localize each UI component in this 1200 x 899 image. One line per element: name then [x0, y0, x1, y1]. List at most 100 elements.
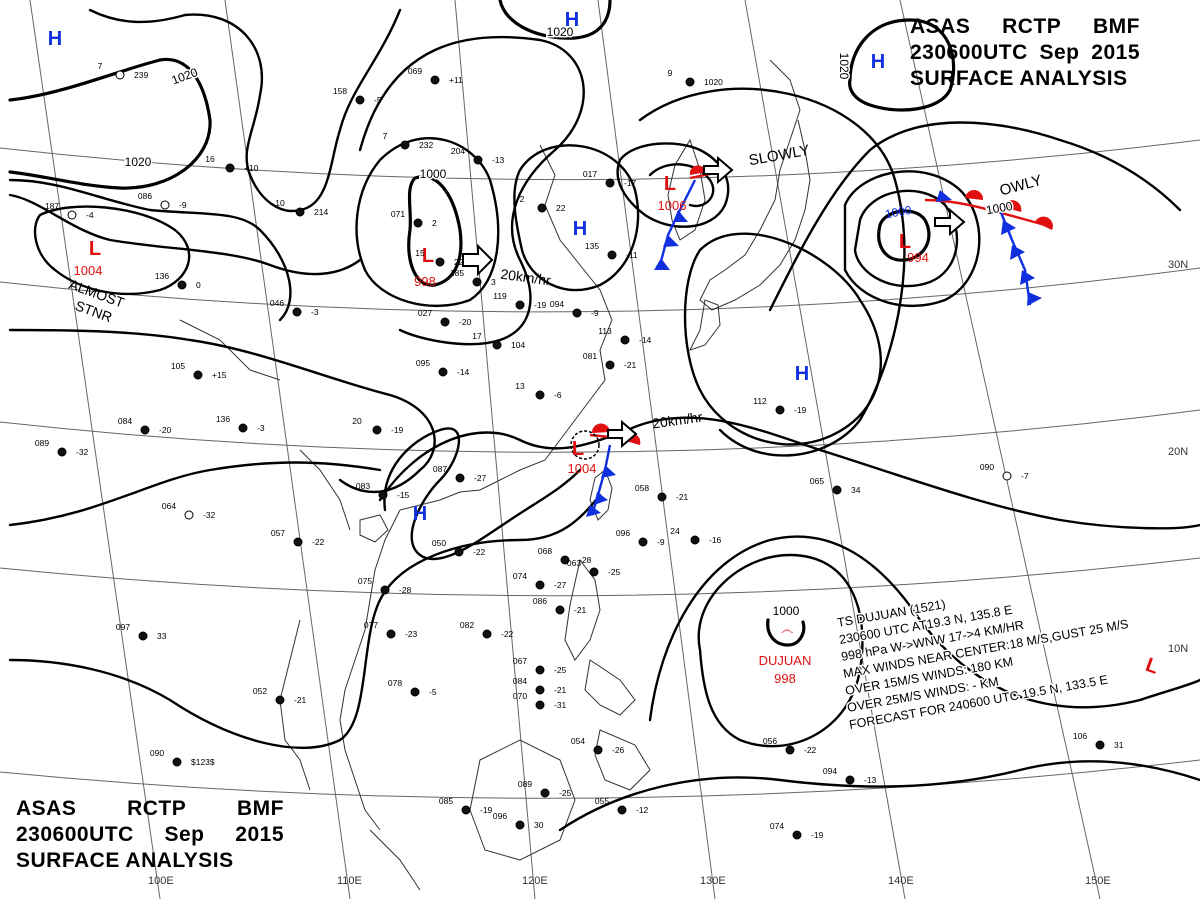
- header-word: ASAS: [16, 797, 77, 820]
- station-temperature: 089: [518, 779, 532, 789]
- coast-korea: [667, 138, 706, 241]
- grid-labels: 30N 20N 10N 100E 110E 120E 130E 140E 150…: [148, 259, 1188, 887]
- station-dot: [492, 340, 502, 350]
- isobar-west-loop: [8, 328, 436, 494]
- station-dot: [184, 510, 194, 520]
- station-temperature: 158: [333, 86, 347, 96]
- isobar-west-low: [33, 205, 191, 296]
- station-pressure: 22: [556, 203, 566, 213]
- station-temperature: 057: [271, 528, 285, 538]
- coast-kyushu: [689, 299, 721, 351]
- station-pressure: -3: [257, 423, 265, 433]
- cold-front-barb: [1001, 220, 1016, 235]
- station-temperature: 119: [493, 291, 507, 301]
- station-temperature: 058: [635, 483, 649, 493]
- low-pressure-symbol: L: [572, 438, 584, 460]
- isobar-south-band: [378, 416, 1200, 530]
- station-dot: [115, 70, 125, 80]
- station-dot: [832, 485, 842, 495]
- station-dot: [355, 95, 365, 105]
- station-pressure: 3: [491, 277, 496, 287]
- movement-speed-mid: 20km/hr: [500, 266, 553, 289]
- station-pressure: -21: [676, 492, 689, 502]
- station-dot: [473, 155, 483, 165]
- coast-luzon: [564, 558, 601, 661]
- station-pressure: -9: [179, 200, 187, 210]
- station-pressure: -21: [574, 605, 587, 615]
- station-pressure: -5: [374, 95, 382, 105]
- low-pressure-value: 1004: [74, 263, 103, 278]
- low-pressure-symbol: L: [422, 245, 434, 267]
- isobar-label: 1000: [985, 199, 1014, 217]
- station-temperature: 050: [432, 538, 446, 548]
- station-temperature: 063: [567, 558, 581, 568]
- station-temperature: 094: [550, 299, 564, 309]
- station-dot: [589, 567, 599, 577]
- typhoon-name: DUJUAN: [759, 653, 812, 668]
- station-pressure: -14: [639, 335, 652, 345]
- station-dot: [482, 629, 492, 639]
- station-pressure: 34: [851, 485, 861, 495]
- header-word: 2015: [235, 823, 284, 846]
- header-word: SURFACE ANALYSIS: [16, 849, 234, 872]
- header-top-right: ASAS RCTP BMF 230600UTC Sep 2015 SURFACE…: [910, 14, 1140, 92]
- station-dot: [605, 178, 615, 188]
- low-pressure-value: 1006: [658, 198, 687, 213]
- station-dot: [605, 360, 615, 370]
- station-dot: [413, 218, 423, 228]
- low-pressure-value: 1004: [568, 461, 597, 476]
- isobar-sw-long: [8, 493, 602, 750]
- station-dot: [454, 547, 464, 557]
- station-temperature: 13: [515, 381, 525, 391]
- station-dot: [515, 820, 525, 830]
- station-temperature: 078: [388, 678, 402, 688]
- station-dot: [535, 685, 545, 695]
- isobar-bottom: [558, 760, 1200, 832]
- station-temperature: 056: [763, 736, 777, 746]
- header-word: RCTP: [1002, 15, 1062, 38]
- station-dot: [537, 203, 547, 213]
- station-temperature: 7: [98, 61, 103, 71]
- warm-front-east: [924, 198, 1046, 227]
- isobar-label: 1000: [884, 203, 913, 221]
- coast-japan: [699, 59, 811, 311]
- station-dot: [160, 200, 170, 210]
- warm-front-bump: [591, 423, 610, 433]
- station-temperature: 094: [823, 766, 837, 776]
- station-dot: [472, 277, 482, 287]
- station-pressure: -19: [480, 805, 493, 815]
- station-temperature: 185: [450, 268, 464, 278]
- station-dot: [430, 75, 440, 85]
- lon-label: 140E: [888, 875, 914, 887]
- station-temperature: 083: [356, 481, 370, 491]
- lat-label: 30N: [1168, 259, 1188, 271]
- station-temperature: 017: [583, 169, 597, 179]
- lat-line-40n: [0, 139, 1200, 181]
- station-pressure: -25: [554, 665, 567, 675]
- cold-front-barb: [936, 190, 952, 202]
- station-temperature: 20: [352, 416, 362, 426]
- lon-label: 100E: [148, 875, 174, 887]
- high-pressure-symbol: H: [573, 218, 587, 240]
- isobar-1020-top: [498, 0, 612, 40]
- station-temperature: 095: [416, 358, 430, 368]
- station-dot: [440, 317, 450, 327]
- lon-line-150e: [899, 0, 1101, 899]
- station-dot: [172, 757, 182, 767]
- station-pressure: 239: [134, 70, 148, 80]
- station-pressure: -6: [554, 390, 562, 400]
- station-pressure: -5: [429, 687, 437, 697]
- station-pressure: -16: [709, 535, 722, 545]
- high-pressure-symbol: H: [871, 51, 885, 73]
- station-pressure: -26: [612, 745, 625, 755]
- station-temperature: 070: [513, 691, 527, 701]
- station-pressure: -19: [391, 425, 404, 435]
- station-pressure: -22: [804, 745, 817, 755]
- cold-front-south: [590, 444, 612, 516]
- station-pressure: -9: [657, 537, 665, 547]
- station-temperature: 096: [493, 811, 507, 821]
- move-arrow-east: [934, 207, 966, 237]
- isobars: [8, 0, 1200, 832]
- station-pressure: -9: [591, 308, 599, 318]
